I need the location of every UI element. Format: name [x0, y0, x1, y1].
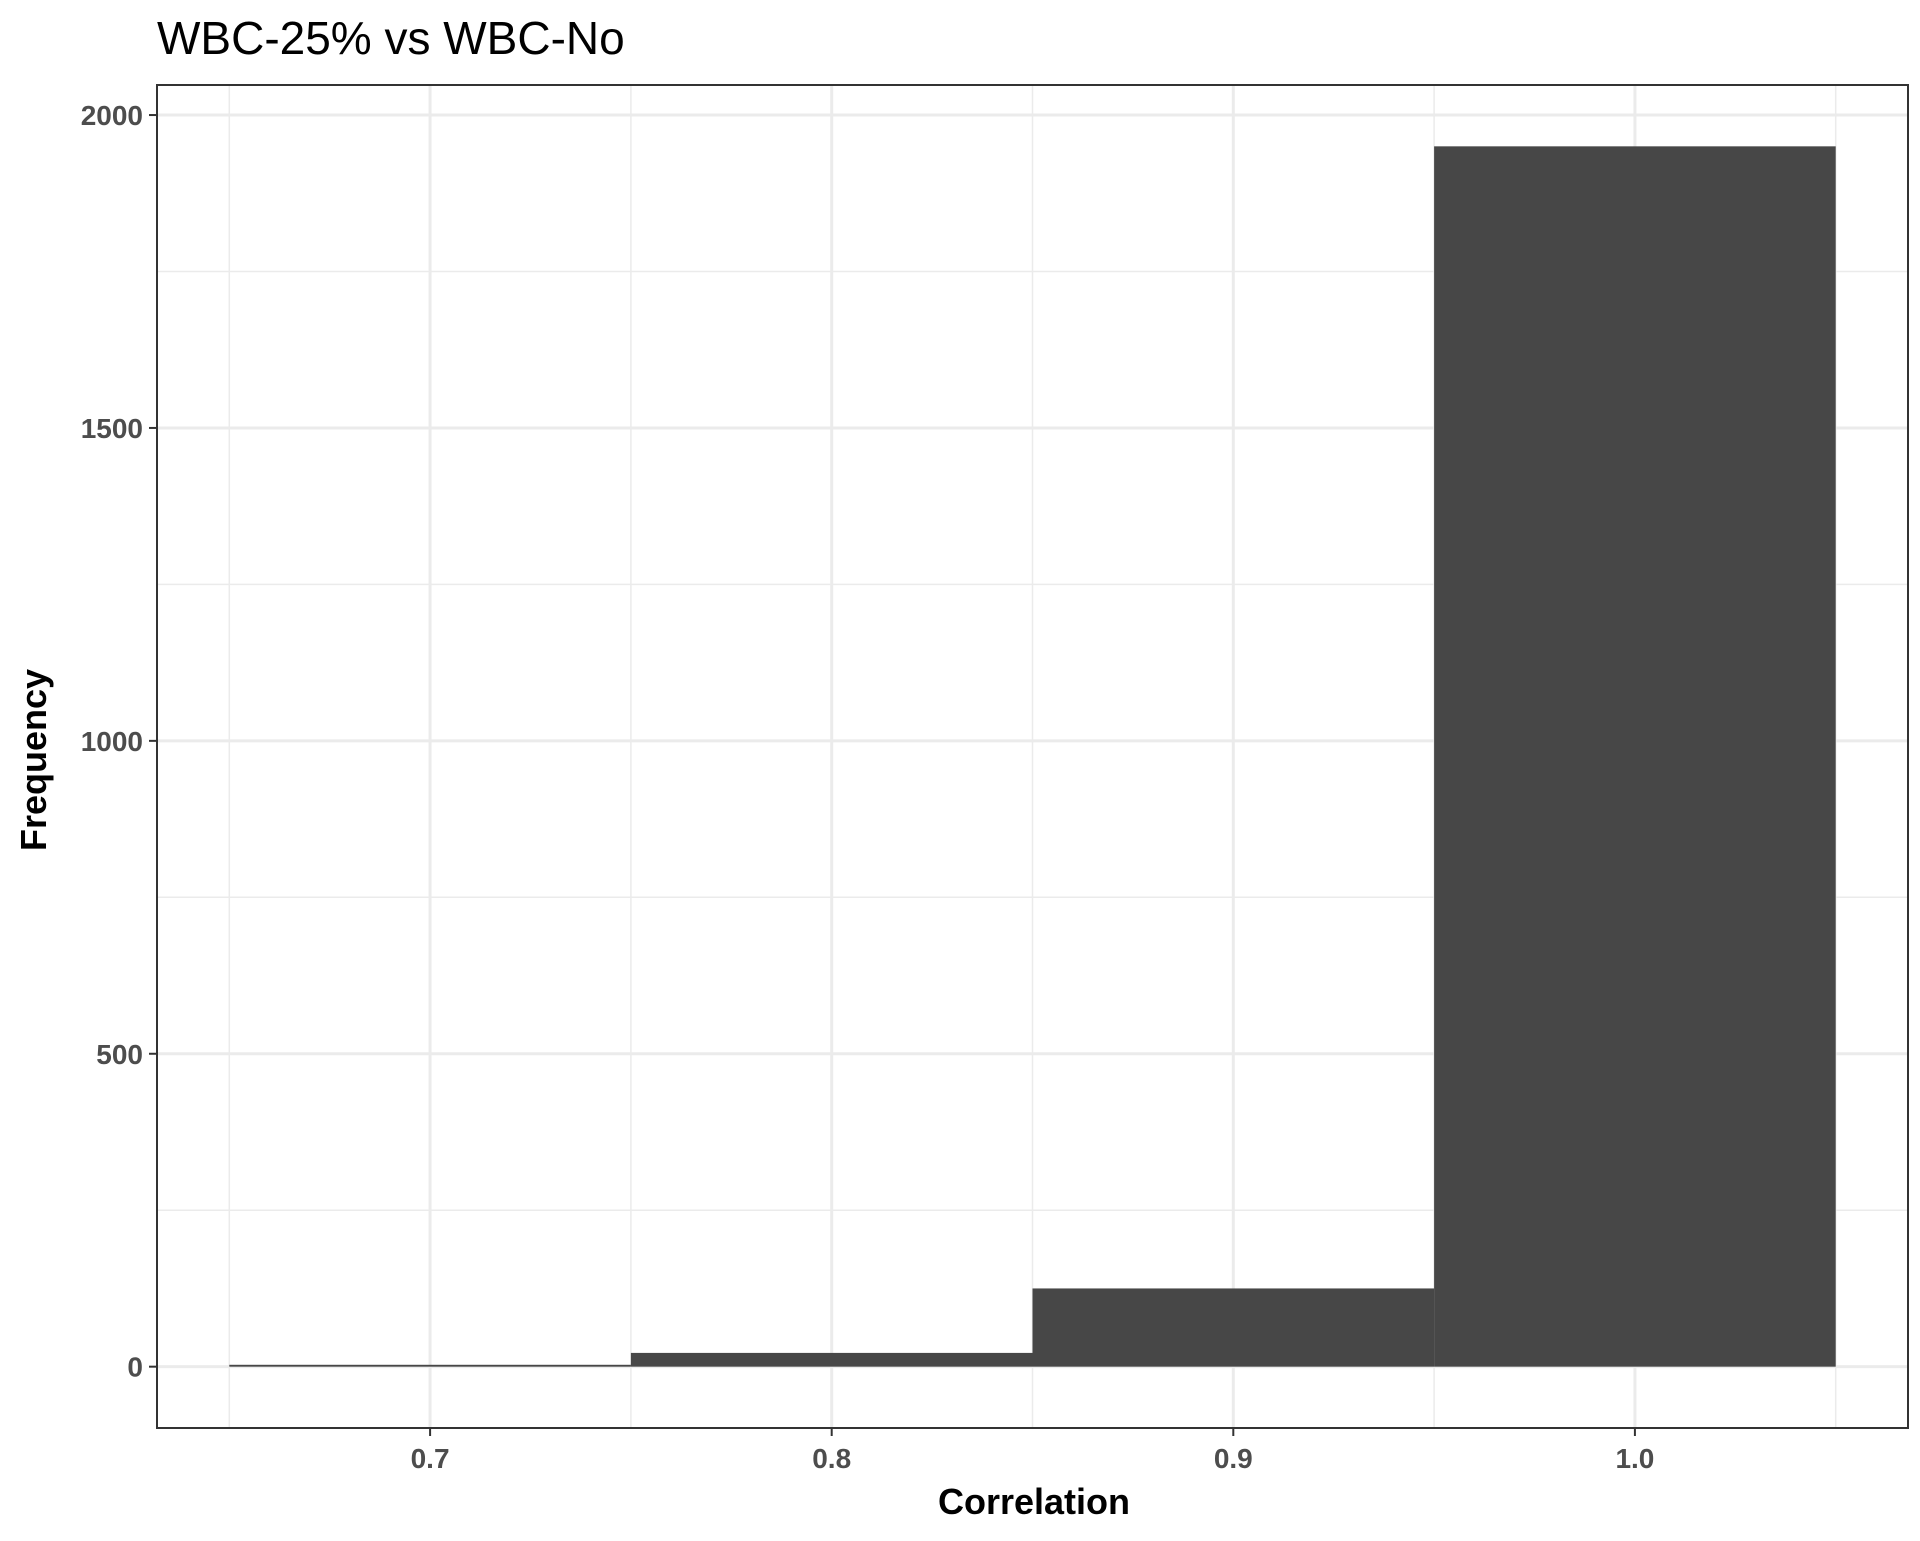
histogram-bar [1032, 1288, 1435, 1367]
histogram-bars [229, 146, 1836, 1367]
chart-title: WBC-25% vs WBC-No [157, 12, 625, 64]
x-tick-label: 0.9 [1214, 1443, 1253, 1474]
histogram-bar [1434, 146, 1836, 1367]
histogram-bar [229, 1364, 631, 1367]
y-tick-label: 500 [96, 1039, 143, 1070]
x-tick-label: 1.0 [1615, 1443, 1654, 1474]
x-axis-title: Correlation [938, 1481, 1130, 1522]
y-tick-label: 2000 [81, 100, 143, 131]
x-tick-label: 0.8 [812, 1443, 851, 1474]
histogram-bar [630, 1352, 1033, 1367]
y-axis-ticks: 0 500 1000 1500 2000 [81, 100, 157, 1383]
y-tick-label: 1500 [81, 413, 143, 444]
y-tick-label: 0 [127, 1352, 143, 1383]
x-axis-ticks: 0.7 0.8 0.9 1.0 [411, 1428, 1654, 1474]
y-axis-title: Frequency [13, 669, 54, 851]
panel-border [156, 84, 1909, 1429]
y-tick-label: 1000 [81, 726, 143, 757]
x-tick-label: 0.7 [411, 1443, 450, 1474]
